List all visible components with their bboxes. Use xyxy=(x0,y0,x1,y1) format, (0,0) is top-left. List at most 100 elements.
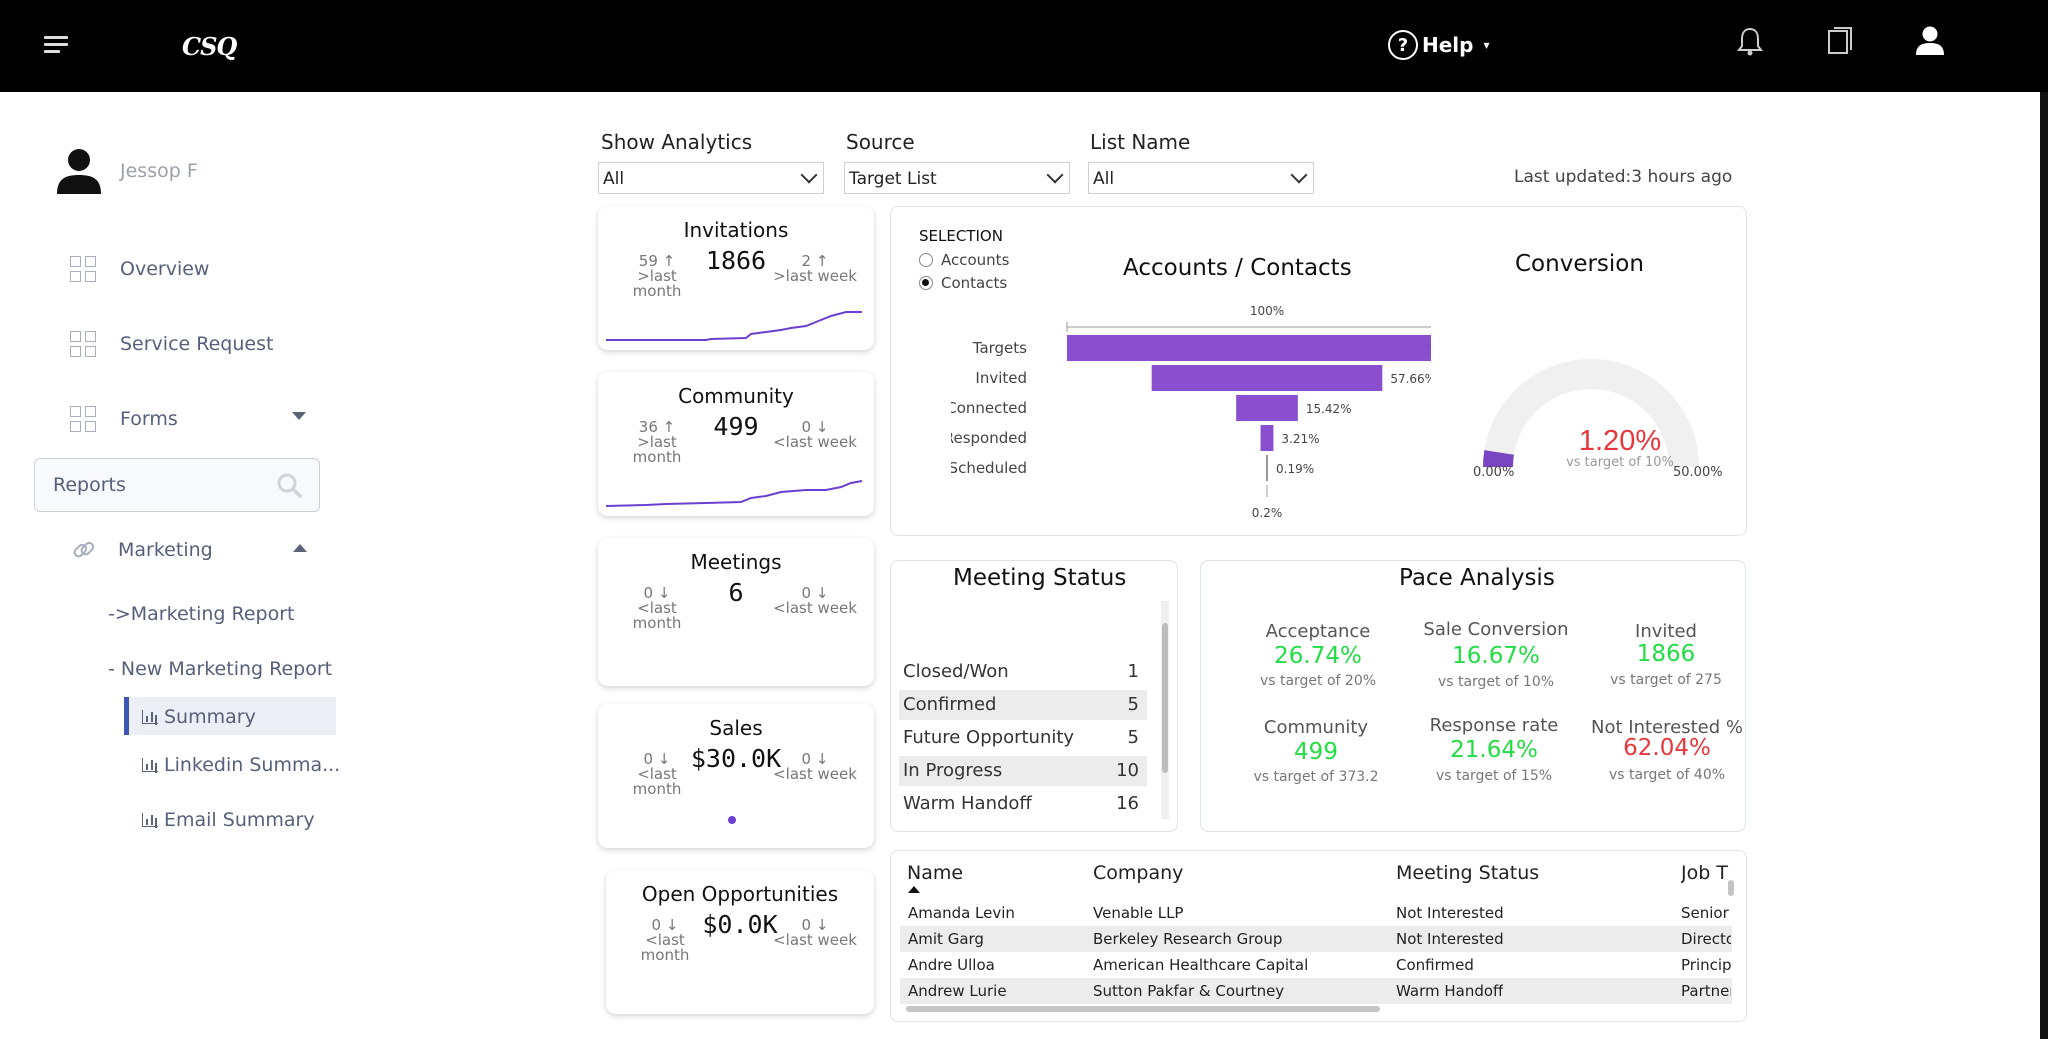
column-header-company[interactable]: Company xyxy=(1093,862,1184,884)
sidebar-item-overview[interactable]: Overview xyxy=(70,256,209,282)
table-row[interactable]: Andre Ulloa American Healthcare Capital Co… xyxy=(908,956,1731,974)
source-select[interactable]: Target List xyxy=(844,162,1070,194)
kpi-title: Invitations xyxy=(683,218,789,242)
funnel-bar xyxy=(1260,425,1274,451)
sidebar-item-marketing-report[interactable]: ->Marketing Report xyxy=(108,603,295,625)
table-row[interactable]: In Progress 10 xyxy=(899,756,1147,786)
radio-accounts[interactable]: Accounts xyxy=(919,251,1009,269)
kpi-last-week: 0 ↓ <last week xyxy=(773,916,857,949)
menu-icon[interactable] xyxy=(44,36,68,54)
show-analytics-label: Show Analytics xyxy=(601,130,753,154)
chevron-up-icon[interactable] xyxy=(293,544,307,552)
kpi-card-community[interactable]: Community 499 36 ↑ >last month 0 ↓ <last w… xyxy=(598,372,874,516)
gauge-min-label: 0.00% xyxy=(1473,465,1515,480)
chevron-down-icon[interactable] xyxy=(292,412,306,420)
funnel-category-label: Connected xyxy=(951,399,1027,417)
sort-ascending-icon[interactable] xyxy=(908,886,920,893)
meeting-status-panel: Meeting Status Closed/Won 1 Confirmed 5 Fu… xyxy=(890,560,1178,832)
sidebar-item-label: Service Request xyxy=(120,333,274,355)
select-value: All xyxy=(1093,169,1115,189)
bar-chart-icon xyxy=(142,813,158,827)
metric-value: 16.67% xyxy=(1452,643,1540,669)
selection-heading: SELECTION xyxy=(919,227,1003,245)
kpi-last-month: 0 ↓ <last month xyxy=(632,584,682,632)
kpi-card-invitations[interactable]: Invitations 1866 59 ↑ >last month 2 ↑ >las… xyxy=(598,206,874,350)
show-analytics-select[interactable]: All xyxy=(598,162,824,194)
help-menu[interactable]: ? Help ▾ xyxy=(1388,30,1490,60)
sidebar-item-linkedin-summary[interactable]: Linkedin Summa... xyxy=(142,754,340,776)
sidebar-item-service-request[interactable]: Service Request xyxy=(70,331,273,357)
active-indicator xyxy=(124,697,336,735)
bell-icon[interactable] xyxy=(1737,26,1763,56)
kpi-card-meetings[interactable]: Meetings 6 0 ↓ <last month 0 ↓ <last week xyxy=(598,538,874,686)
user-profile: Jessop F xyxy=(56,148,198,194)
radio-contacts[interactable]: Contacts xyxy=(919,274,1007,292)
funnel-data-label: 57.66% xyxy=(1390,372,1431,386)
sidebar-item-label: Forms xyxy=(120,408,178,430)
sidebar-item-forms[interactable]: Forms xyxy=(70,406,178,432)
sidebar-item-summary[interactable]: Summary xyxy=(142,706,256,728)
funnel-chart: 100% Targets 100% Invited 57.66% Connected 15.… xyxy=(951,304,1431,520)
vertical-scrollbar[interactable] xyxy=(1728,880,1734,896)
bar-chart-icon xyxy=(142,710,158,724)
funnel-bar xyxy=(1151,365,1383,391)
table-row[interactable]: Closed/Won 1 xyxy=(903,661,1139,682)
table-row[interactable]: Amit Garg Berkeley Research Group Not Inte… xyxy=(900,926,1732,952)
metric-value: 26.74% xyxy=(1274,643,1362,669)
meeting-status-scrollbar[interactable] xyxy=(1161,601,1169,819)
top-bar: CSQ ? Help ▾ xyxy=(0,0,2048,92)
pace-analysis-title: Pace Analysis xyxy=(1399,565,1555,591)
documents-icon[interactable] xyxy=(1826,26,1854,56)
column-header-name[interactable]: Name xyxy=(907,862,964,884)
list-name-label: List Name xyxy=(1090,130,1191,154)
funnel-title: Accounts / Contacts xyxy=(1123,255,1352,281)
kpi-value: 1866 xyxy=(705,246,767,275)
sidebar-item-new-marketing-report[interactable]: - New Marketing Report xyxy=(108,658,333,680)
kpi-card-sales[interactable]: Sales $30.0K 0 ↓ <last month 0 ↓ <last wee… xyxy=(598,704,874,848)
meeting-status-title: Meeting Status xyxy=(953,565,1127,591)
horizontal-scrollbar[interactable] xyxy=(906,1006,1380,1012)
grid-icon xyxy=(70,406,96,432)
table-row[interactable]: Andrew Lurie Sutton Pakfar & Courtney Warm… xyxy=(900,978,1732,1004)
column-header-job-title[interactable]: Job T xyxy=(1681,862,1728,884)
kpi-last-month: 36 ↑ >last month xyxy=(632,418,682,466)
kpi-last-month: 0 ↓ <last month xyxy=(632,750,682,798)
funnel-category-label: Targets xyxy=(972,339,1027,357)
table-row[interactable]: Future Opportunity 5 xyxy=(903,727,1139,748)
table-row[interactable]: Amanda Levin Venable LLP Not Interested Sen… xyxy=(908,904,1729,922)
funnel-category-label: Invited xyxy=(975,369,1027,387)
table-row[interactable]: Confirmed 5 xyxy=(899,690,1147,720)
funnel-data-label: 0.19% xyxy=(1276,462,1314,476)
radio-label: Accounts xyxy=(941,251,1010,269)
link-icon xyxy=(73,541,95,558)
search-icon[interactable] xyxy=(277,473,303,499)
list-name-select[interactable]: All xyxy=(1088,162,1314,194)
logo[interactable]: CSQ xyxy=(182,32,237,61)
page-scrollbar[interactable] xyxy=(2040,92,2048,1039)
kpi-card-open-opportunities[interactable]: Open Opportunities $0.0K 0 ↓ <last month … xyxy=(606,870,874,1014)
kpi-last-week: 0 ↓ <last week xyxy=(773,584,857,617)
avatar-icon xyxy=(57,149,101,194)
kpi-title: Meetings xyxy=(690,550,782,574)
metric-value: 62.04% xyxy=(1623,735,1711,761)
metric-label: Acceptance xyxy=(1265,621,1371,642)
gauge-fill xyxy=(1483,450,1514,467)
kpi-last-week: 0 ↓ <last week xyxy=(773,418,857,451)
funnel-bar xyxy=(1266,455,1268,481)
sidebar-item-email-summary[interactable]: Email Summary xyxy=(142,809,315,831)
kpi-last-month: 59 ↑ >last month xyxy=(632,252,682,300)
kpi-last-month: 0 ↓ <last month xyxy=(640,916,690,964)
user-account-icon[interactable] xyxy=(1915,26,1945,56)
metric-value: 499 xyxy=(1294,739,1338,765)
search-value: Reports xyxy=(53,474,126,496)
funnel-bar xyxy=(1067,335,1431,361)
metric-target: vs target of 20% xyxy=(1259,673,1377,689)
reports-search-input[interactable]: Reports xyxy=(34,458,320,512)
column-header-meeting-status[interactable]: Meeting Status xyxy=(1396,862,1540,884)
page-indicator-dot[interactable] xyxy=(728,816,736,824)
kpi-title: Open Opportunities xyxy=(641,882,839,906)
table-row[interactable]: Warm Handoff 16 xyxy=(903,793,1139,814)
metric-value: 21.64% xyxy=(1450,737,1538,763)
gauge-track xyxy=(1483,359,1699,467)
sidebar-item-marketing[interactable]: Marketing xyxy=(70,536,213,564)
